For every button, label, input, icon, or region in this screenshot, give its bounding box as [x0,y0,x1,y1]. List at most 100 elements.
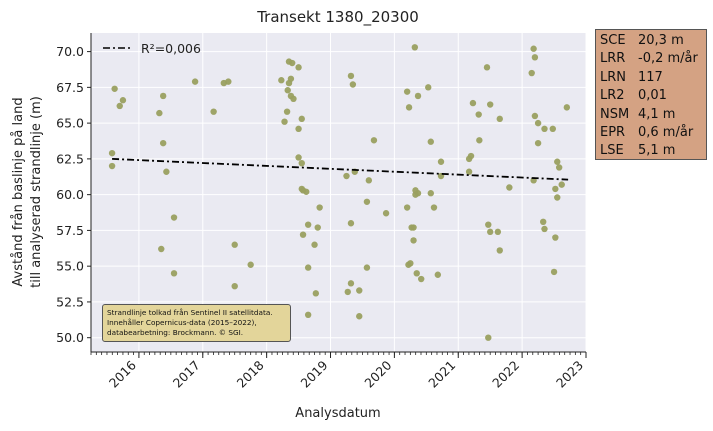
data-point [411,44,419,51]
data-point [427,190,434,197]
stat-value: 0,01 [638,88,667,104]
data-point [558,181,565,188]
x-tick-label: 2021 [425,358,458,391]
stat-key: LR2 [600,88,625,104]
data-point [403,88,411,95]
data-point [552,234,559,241]
data-point [304,264,312,271]
data-point [410,237,417,244]
y-tick-label: 57.5 [56,223,84,238]
data-point [414,92,422,100]
data-point [485,221,492,228]
data-point [363,264,371,271]
plot-area [91,33,586,352]
data-point [418,275,425,283]
stat-value: 5,1 m [638,143,676,159]
data-point [295,64,302,71]
data-point [349,81,357,88]
data-point [476,137,483,144]
data-point [531,112,539,120]
data-point [550,268,558,276]
data-point [541,225,548,233]
data-point [304,221,312,228]
stat-row-nsm: NSM 4,1 m [600,106,702,124]
source-note-line-1: Strandlinje tolkad från Sentinel II sate… [107,308,273,317]
x-tick-label: 2023 [553,358,586,391]
data-point [170,214,178,221]
x-tick-label: 2019 [298,357,331,390]
data-point [541,125,548,133]
data-point [210,108,217,115]
chart-title: Transekt 1380_20300 [256,8,419,27]
data-point [170,270,178,277]
stat-row-lse: LSE 5,1 m [600,142,702,160]
stat-key: LRN [600,69,626,85]
data-point [231,241,238,248]
x-tick-label: 2016 [106,357,139,390]
data-point [370,137,378,144]
data-point [287,75,295,82]
stat-key: SCE [600,33,626,48]
data-point [158,245,165,253]
stat-value: 117 [638,69,663,85]
data-point [413,270,420,277]
data-point [283,108,291,115]
data-point [344,288,351,296]
y-tick-label: 60.0 [56,187,84,202]
data-point [475,111,482,118]
x-tick-label: 2020 [361,357,394,390]
data-point [290,95,297,103]
data-point [363,198,371,205]
data-point [156,109,163,117]
data-point [288,59,296,67]
data-point [530,45,537,52]
data-point [382,210,390,217]
data-point [494,228,502,236]
data-point [281,118,288,125]
data-point [407,260,414,267]
data-point [311,241,318,248]
data-point [108,149,116,157]
data-point [486,101,494,108]
data-point [430,204,438,211]
y-axis-label-line-2: till analyserad strandlinje (m) [29,96,44,288]
stat-key: LRR [600,51,626,67]
x-tick-label: 2018 [234,357,267,390]
data-point [298,159,305,167]
stat-row-lr2: LR2 0,01 [600,87,702,105]
data-point [534,119,542,127]
data-point [563,104,571,111]
data-point [552,185,559,193]
x-tick-label: 2017 [170,358,203,391]
data-point [555,164,563,171]
data-point [278,77,285,84]
data-point [347,220,355,227]
data-point [356,313,363,320]
data-point [531,54,539,61]
data-point [554,194,561,201]
data-point [163,168,170,175]
data-point [425,84,432,91]
data-point [304,311,312,319]
data-source-note: Strandlinje tolkad från Sentinel II sate… [102,304,291,342]
data-point [231,282,238,290]
x-axis-label: Analysdatum [295,406,380,421]
data-point [347,72,355,80]
source-note-line-3: databearbetning: Brockmann. © SGI. [107,328,244,337]
data-point [347,280,355,287]
legend-entry: R²=0,006 [141,41,201,56]
data-point [365,177,373,184]
data-point [496,247,503,254]
y-tick-label: 55.0 [56,259,84,274]
stat-value: 4,1 m [638,106,676,122]
data-point [469,99,477,107]
data-point [116,102,123,110]
stat-key: EPR [600,124,626,140]
stat-row-lrn: LRN 117 [600,69,702,87]
data-point [534,139,542,147]
data-point [343,172,350,180]
data-point [486,228,494,236]
data-point [111,85,118,92]
data-point [295,125,302,133]
